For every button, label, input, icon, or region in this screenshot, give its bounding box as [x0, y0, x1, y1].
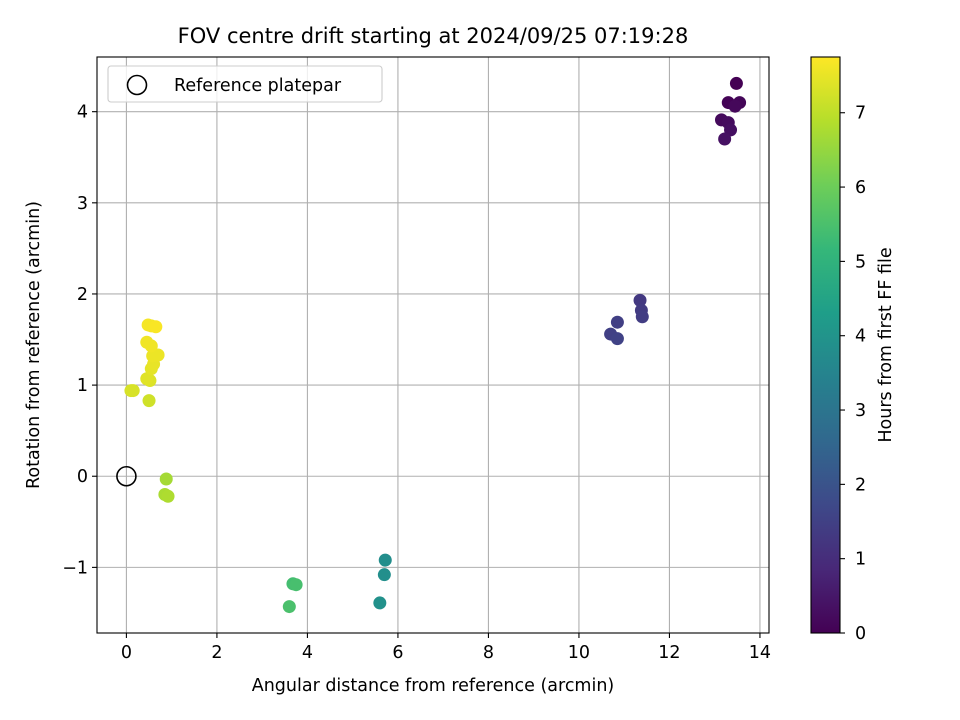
- colorbar-tick-label: 7: [855, 104, 866, 124]
- colorbar-frame: [810, 56, 841, 634]
- data-points: [124, 76, 747, 614]
- x-tick-label: 6: [392, 643, 403, 663]
- x-tick-label: 8: [483, 643, 494, 663]
- legend-entry-reference: Reference platepar: [174, 76, 342, 96]
- data-point: [633, 293, 647, 307]
- colorbar-gradient: [811, 57, 840, 633]
- data-point: [378, 553, 392, 567]
- legend-box: [107, 65, 383, 103]
- x-tick-label: 14: [749, 643, 771, 663]
- x-axis-label: Angular distance from reference (arcmin): [252, 676, 615, 696]
- y-tick-label: 4: [77, 103, 88, 123]
- colorbar-tick-label: 4: [855, 327, 866, 347]
- y-tick-label: 1: [77, 376, 88, 396]
- data-point: [159, 472, 173, 486]
- colorbar-tick-label: 3: [855, 401, 866, 421]
- x-tick-label: 2: [211, 643, 222, 663]
- colorbar-tick-label: 1: [855, 550, 866, 570]
- legend: Reference platepar: [107, 65, 383, 103]
- x-tick-label: 12: [658, 643, 680, 663]
- data-point: [161, 489, 175, 503]
- colorbar-ticks: 0 1 2 3 4 5 6 7: [840, 104, 866, 644]
- data-point: [151, 348, 165, 362]
- data-point: [610, 315, 624, 329]
- data-point: [373, 596, 387, 610]
- data-point: [377, 568, 391, 582]
- data-point: [289, 578, 303, 592]
- data-point: [718, 132, 732, 146]
- data-point: [729, 76, 743, 90]
- colorbar-label: Hours from first FF file: [876, 247, 896, 442]
- x-tick-label: 10: [568, 643, 590, 663]
- data-point: [635, 310, 649, 324]
- y-tick-label: 0: [77, 467, 88, 487]
- data-point: [610, 332, 624, 346]
- plot-frame: [96, 56, 770, 634]
- colorbar: 0 1 2 3 4 5 6 7 Hours from first FF file: [810, 56, 896, 644]
- x-tick-label: 4: [302, 643, 313, 663]
- grid: [97, 57, 769, 633]
- chart-title: FOV centre drift starting at 2024/09/25 …: [178, 24, 689, 48]
- colorbar-tick-label: 5: [855, 252, 866, 272]
- y-axis-label: Rotation from reference (arcmin): [24, 201, 44, 489]
- data-point: [126, 384, 140, 398]
- data-point: [142, 394, 156, 408]
- data-point: [144, 339, 158, 353]
- data-point: [282, 600, 296, 614]
- legend-reference-marker: [126, 74, 148, 96]
- reference-point-marker: [116, 465, 137, 487]
- y-tick-label: −1: [62, 558, 88, 578]
- data-point: [149, 320, 163, 334]
- y-tick-label: 3: [77, 194, 88, 214]
- y-tick-label: 2: [77, 285, 88, 305]
- x-tick-label: 0: [121, 643, 132, 663]
- colorbar-tick-label: 0: [855, 624, 866, 644]
- colorbar-tick-label: 6: [855, 178, 866, 198]
- data-point: [728, 99, 742, 113]
- colorbar-tick-label: 2: [855, 475, 866, 495]
- data-point: [140, 372, 154, 386]
